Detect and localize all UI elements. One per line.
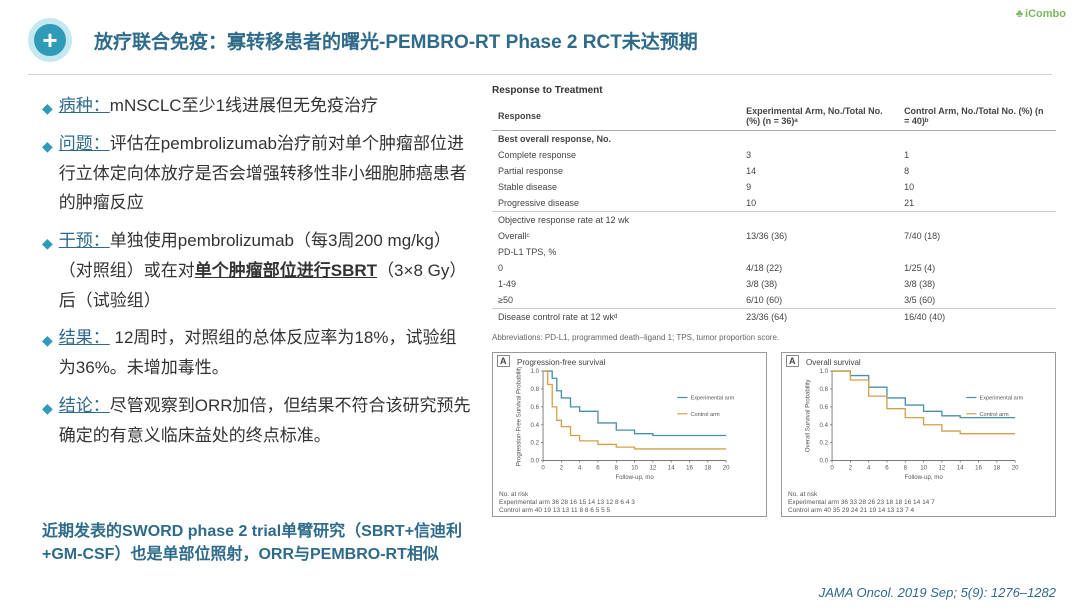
svg-text:6: 6 xyxy=(596,465,600,472)
diamond-icon: ◆ xyxy=(42,231,53,315)
svg-text:Experimental arm: Experimental arm xyxy=(691,396,735,402)
data-panel: Response to Treatment Response Experimen… xyxy=(472,85,1056,517)
bullet-text: 问题：评估在pembrolizumab治疗前对单个肿瘤部位进行立体定向体放疗是否… xyxy=(59,129,472,218)
svg-text:4: 4 xyxy=(867,465,871,472)
svg-text:0.0: 0.0 xyxy=(531,458,540,465)
chart-svg: 0.0 0.2 0.4 0.6 0.8 1.0 0 2 4 6 8 10 12 14 16 18 20 Over… xyxy=(788,367,1049,487)
th-response: Response xyxy=(492,102,740,131)
svg-text:Experimental arm: Experimental arm xyxy=(980,396,1024,402)
svg-text:1.0: 1.0 xyxy=(820,368,829,375)
svg-text:14: 14 xyxy=(957,465,964,472)
bullet-list: ◆病种：mNSCLC至少1线进展但无免疫治疗◆问题：评估在pembrolizum… xyxy=(42,85,472,517)
bullet-item: ◆结果： 12周时，对照组的总体反应率为18%，试验组为36%。未增加毒性。 xyxy=(42,323,472,383)
svg-text:10: 10 xyxy=(631,465,638,472)
svg-text:0.8: 0.8 xyxy=(820,386,829,393)
th-exp: Experimental Arm, No./Total No. (%) (n =… xyxy=(740,102,898,131)
table-row: Overallᶜ13/36 (36)7/40 (18) xyxy=(492,228,1056,244)
svg-text:16: 16 xyxy=(975,465,982,472)
svg-text:2: 2 xyxy=(560,465,564,472)
svg-text:12: 12 xyxy=(938,465,945,472)
table-row: Partial response148 xyxy=(492,163,1056,179)
bullet-text: 干预：单独使用pembrolizumab（每3周200 mg/kg）（对照组）或… xyxy=(59,226,472,315)
table-title: Response to Treatment xyxy=(492,85,1056,96)
table-row: PD-L1 TPS, % xyxy=(492,244,1056,260)
svg-text:8: 8 xyxy=(904,465,908,472)
svg-text:1.0: 1.0 xyxy=(531,368,540,375)
footnote: 近期发表的SWORD phase 2 trial单臂研究（SBRT+信迪利+GM… xyxy=(0,521,500,566)
svg-text:Overall Survival Probability: Overall Survival Probability xyxy=(805,378,812,452)
table-row: Objective response rate at 12 wk xyxy=(492,212,1056,229)
th-ctrl: Control Arm, No./Total No. (%) (n = 40)ᵇ xyxy=(898,102,1056,131)
svg-text:8: 8 xyxy=(615,465,619,472)
bullet-label: 病种： xyxy=(59,96,110,115)
logo: iCombo xyxy=(1016,8,1066,20)
svg-text:10: 10 xyxy=(920,465,927,472)
table-row: ≥506/10 (60)3/5 (60) xyxy=(492,292,1056,309)
table-row: Disease control rate at 12 wkᵈ23/36 (64)… xyxy=(492,309,1056,326)
svg-text:6: 6 xyxy=(885,465,889,472)
svg-text:16: 16 xyxy=(686,465,693,472)
bullet-item: ◆结论：尽管观察到ORR加倍，但结果不符合该研究预先确定的有意义临床益处的终点标… xyxy=(42,391,472,451)
svg-text:Control arm: Control arm xyxy=(980,412,1009,418)
bullet-text: 结论：尽管观察到ORR加倍，但结果不符合该研究预先确定的有意义临床益处的终点标准… xyxy=(59,391,472,451)
diamond-icon: ◆ xyxy=(42,328,53,383)
svg-text:4: 4 xyxy=(578,465,582,472)
svg-text:Control arm: Control arm xyxy=(691,412,720,418)
svg-text:0.4: 0.4 xyxy=(820,422,829,429)
risk-table: No. at riskExperimental arm 36 28 16 15 … xyxy=(499,491,760,514)
chart-svg: 0.0 0.2 0.4 0.6 0.8 1.0 0 2 4 6 8 10 12 14 16 18 20 Prog… xyxy=(499,367,760,487)
table-abbrev: Abbreviations: PD-L1, programmed death–l… xyxy=(492,333,1056,342)
chart-letter: A xyxy=(497,355,510,367)
table-row: Stable disease910 xyxy=(492,179,1056,195)
svg-text:0.6: 0.6 xyxy=(820,404,829,411)
response-table: Response Experimental Arm, No./Total No.… xyxy=(492,102,1056,325)
svg-text:0.8: 0.8 xyxy=(531,386,540,393)
svg-text:18: 18 xyxy=(704,465,711,472)
svg-text:14: 14 xyxy=(668,465,675,472)
table-row: 04/18 (22)1/25 (4) xyxy=(492,260,1056,276)
header: + 放疗联合免疫：寡转移患者的曙光-PEMBRO-RT Phase 2 RCT未… xyxy=(0,0,1080,70)
page-title: 放疗联合免疫：寡转移患者的曙光-PEMBRO-RT Phase 2 RCT未达预… xyxy=(94,27,698,54)
svg-text:Follow-up, mo: Follow-up, mo xyxy=(615,474,654,481)
svg-text:0.4: 0.4 xyxy=(531,422,540,429)
plus-icon: + xyxy=(28,18,72,62)
diamond-icon: ◆ xyxy=(42,396,53,451)
svg-text:18: 18 xyxy=(993,465,1000,472)
citation: JAMA Oncol. 2019 Sep; 5(9): 1276–1282 xyxy=(819,585,1056,600)
svg-text:0: 0 xyxy=(541,465,545,472)
km-chart: A Overall survival 0.0 0.2 0.4 0.6 0.8 1.0 0 2 4… xyxy=(781,352,1056,517)
svg-text:2: 2 xyxy=(849,465,853,472)
svg-text:Progression-Free Survival Prob: Progression-Free Survival Probability xyxy=(516,367,523,466)
bullet-item: ◆干预：单独使用pembrolizumab（每3周200 mg/kg）（对照组）… xyxy=(42,226,472,315)
table-row: 1-493/8 (38)3/8 (38) xyxy=(492,276,1056,292)
bullet-label: 问题： xyxy=(59,134,110,153)
svg-text:Follow-up, mo: Follow-up, mo xyxy=(904,474,943,481)
bullet-label: 结论： xyxy=(59,396,110,415)
diamond-icon: ◆ xyxy=(42,96,53,121)
svg-text:0.2: 0.2 xyxy=(531,440,540,447)
table-row: Best overall response, No. xyxy=(492,131,1056,148)
bullet-text: 结果： 12周时，对照组的总体反应率为18%，试验组为36%。未增加毒性。 xyxy=(59,323,472,383)
risk-table: No. at riskExperimental arm 36 33 28 26 … xyxy=(788,491,1049,514)
table-row: Progressive disease1021 xyxy=(492,195,1056,212)
bullet-text: 病种：mNSCLC至少1线进展但无免疫治疗 xyxy=(59,91,472,121)
svg-text:0.6: 0.6 xyxy=(531,404,540,411)
bullet-label: 干预： xyxy=(59,231,110,250)
bullet-item: ◆问题：评估在pembrolizumab治疗前对单个肿瘤部位进行立体定向体放疗是… xyxy=(42,129,472,218)
svg-text:20: 20 xyxy=(1012,465,1019,472)
chart-title: Overall survival xyxy=(806,358,861,367)
svg-text:0.0: 0.0 xyxy=(820,458,829,465)
diamond-icon: ◆ xyxy=(42,134,53,218)
svg-text:12: 12 xyxy=(649,465,656,472)
bullet-item: ◆病种：mNSCLC至少1线进展但无免疫治疗 xyxy=(42,91,472,121)
bullet-label: 结果： xyxy=(59,328,110,347)
table-row: Complete response31 xyxy=(492,147,1056,163)
svg-text:0: 0 xyxy=(830,465,834,472)
km-chart: A Progression-free survival 0.0 0.2 0.4 0.6… xyxy=(492,352,767,517)
chart-title: Progression-free survival xyxy=(517,358,605,367)
svg-text:0.2: 0.2 xyxy=(820,440,829,447)
svg-text:20: 20 xyxy=(723,465,730,472)
chart-letter: A xyxy=(786,355,799,367)
